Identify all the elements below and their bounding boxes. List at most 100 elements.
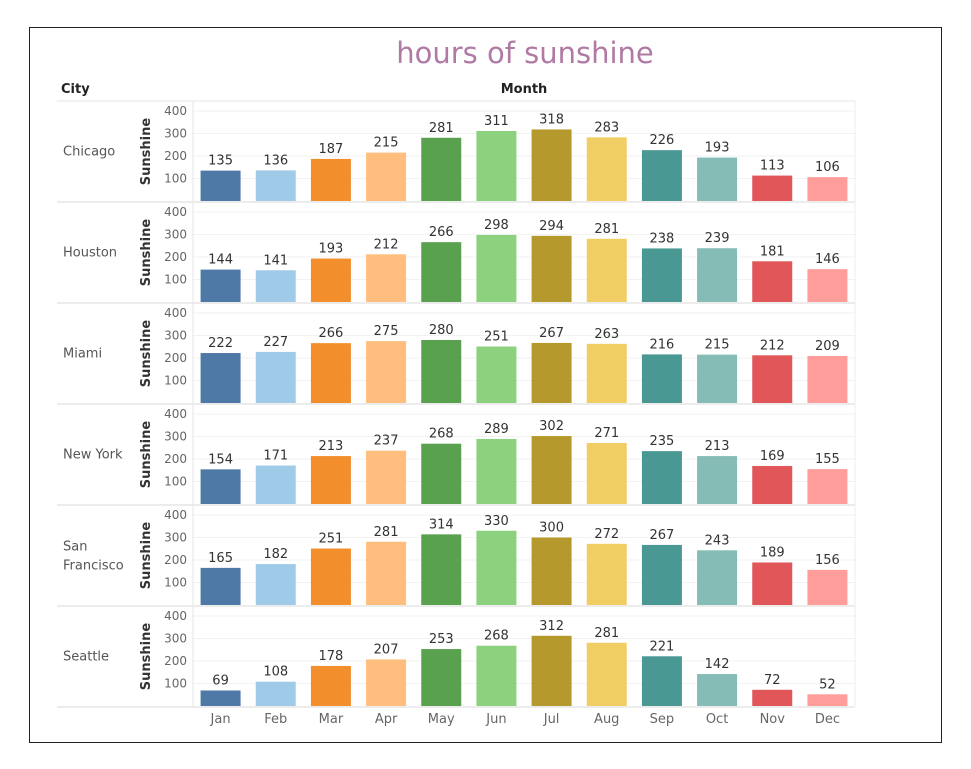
y-tick-label: 200	[164, 351, 187, 365]
bar-jun	[476, 234, 517, 302]
data-label: 239	[705, 231, 730, 246]
bar-aug	[586, 543, 627, 605]
bar-feb	[255, 351, 296, 403]
city-label: Francisco	[63, 559, 124, 574]
data-label: 209	[815, 339, 840, 354]
y-tick-label: 400	[164, 508, 187, 522]
bar-jan	[200, 690, 241, 706]
data-label: 281	[429, 121, 454, 136]
bar-dec	[807, 694, 848, 706]
bar-feb	[255, 170, 296, 201]
bar-aug	[586, 642, 627, 706]
data-label: 193	[319, 242, 344, 257]
bar-feb	[255, 564, 296, 605]
data-label: 144	[208, 253, 233, 268]
data-label: 212	[760, 338, 785, 353]
data-label: 215	[374, 136, 399, 151]
row-header-city: City	[61, 82, 90, 97]
bar-jun	[476, 645, 517, 706]
bar-dec	[807, 177, 848, 201]
city-row-houston: Houston Sunshine 100 200 300 400 144 141 193 212 2…	[57, 205, 855, 304]
bar-oct	[697, 248, 738, 302]
data-label: 189	[760, 545, 785, 560]
x-tick-label: Apr	[375, 712, 398, 727]
data-label: 226	[650, 133, 675, 148]
chart-title: hours of sunshine	[396, 36, 654, 70]
data-label: 212	[374, 237, 399, 252]
data-label: 298	[484, 218, 509, 233]
x-tick-label: Sep	[650, 712, 675, 727]
bar-oct	[697, 674, 738, 706]
bar-aug	[586, 238, 627, 302]
data-label: 181	[760, 244, 785, 259]
bar-jul	[531, 235, 572, 302]
y-tick-label: 400	[164, 407, 187, 421]
data-label: 141	[263, 253, 288, 268]
x-tick-label: Jul	[543, 712, 560, 727]
y-tick-label: 100	[164, 475, 187, 489]
bar-oct	[697, 456, 738, 504]
bar-aug	[586, 343, 627, 403]
bar-mar	[310, 343, 351, 403]
x-tick-label: May	[428, 712, 455, 727]
y-tick-label: 300	[164, 531, 187, 545]
y-axis-title: Sunshine	[139, 219, 154, 287]
data-label: 266	[429, 225, 454, 240]
data-label: 182	[263, 547, 288, 562]
bar-jul	[531, 537, 572, 605]
y-tick-label: 200	[164, 250, 187, 264]
y-tick-label: 300	[164, 632, 187, 646]
y-axis-title: Sunshine	[139, 522, 154, 590]
y-tick-label: 100	[164, 677, 187, 691]
bar-nov	[752, 175, 793, 201]
y-tick-label: 200	[164, 654, 187, 668]
data-label: 302	[539, 419, 564, 434]
bar-nov	[752, 562, 793, 605]
data-label: 251	[319, 532, 344, 547]
bar-oct	[697, 157, 738, 201]
data-label: 266	[319, 326, 344, 341]
bar-apr	[366, 152, 407, 201]
column-header-month: Month	[500, 82, 548, 97]
data-label: 221	[650, 639, 675, 654]
data-label: 272	[594, 527, 619, 542]
bar-jul	[531, 436, 572, 504]
bar-nov	[752, 689, 793, 706]
bar-may	[421, 242, 462, 302]
bar-dec	[807, 355, 848, 403]
bar-jun	[476, 346, 517, 403]
city-label: San	[63, 540, 87, 555]
bar-may	[421, 649, 462, 706]
bar-mar	[310, 158, 351, 201]
data-label: 187	[319, 142, 344, 157]
y-tick-label: 100	[164, 273, 187, 287]
data-label: 171	[263, 449, 288, 464]
bar-jul	[531, 635, 572, 706]
data-label: 318	[539, 112, 564, 127]
city-label: Chicago	[63, 145, 115, 160]
data-label: 142	[705, 657, 730, 672]
bar-sep	[641, 544, 682, 605]
bar-jan	[200, 353, 241, 403]
y-axis-title: Sunshine	[139, 118, 154, 186]
data-label: 154	[208, 452, 233, 467]
y-tick-label: 300	[164, 228, 187, 242]
bar-oct	[697, 550, 738, 605]
data-label: 165	[208, 551, 233, 566]
bar-apr	[366, 341, 407, 403]
city-row-san-francisco: San Francisco Sunshine 100 200 300 400 165 182 25…	[57, 508, 855, 607]
data-label: 311	[484, 114, 509, 129]
bar-sep	[641, 150, 682, 201]
data-label: 281	[374, 525, 399, 540]
y-axis-title: Sunshine	[139, 623, 154, 691]
bar-may	[421, 340, 462, 403]
y-tick-label: 300	[164, 430, 187, 444]
data-label: 216	[650, 337, 675, 352]
data-label: 300	[539, 521, 564, 536]
data-label: 280	[429, 323, 454, 338]
bar-jan	[200, 170, 241, 201]
data-label: 106	[815, 160, 840, 175]
data-label: 169	[760, 449, 785, 464]
data-label: 268	[484, 629, 509, 644]
bar-mar	[310, 456, 351, 504]
